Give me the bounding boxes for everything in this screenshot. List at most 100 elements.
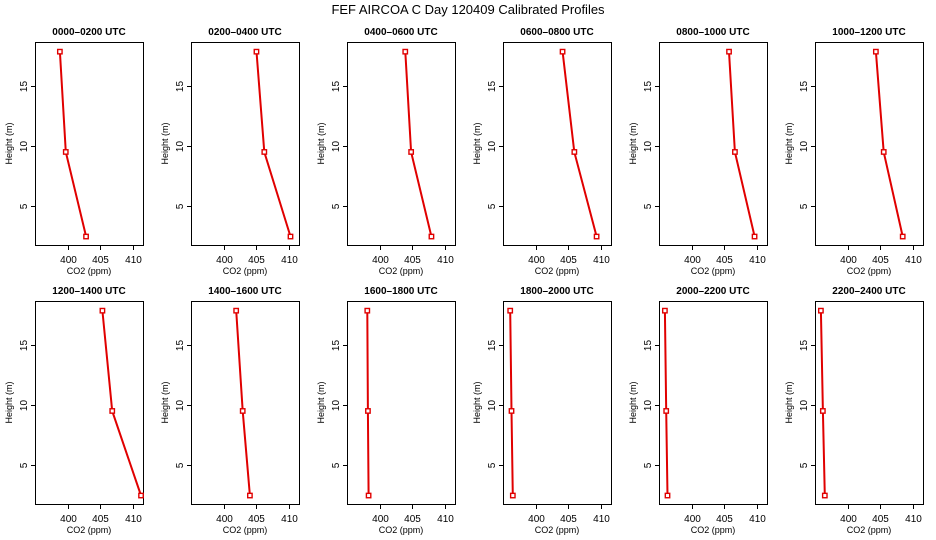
- y-axis-label: Height (m): [628, 381, 638, 423]
- co2-profile-line: [819, 310, 826, 496]
- x-tick-label: 410: [281, 514, 298, 525]
- data-point: [663, 408, 670, 414]
- co2-profile-line: [366, 310, 370, 496]
- data-point: [365, 408, 371, 414]
- y-axis-label: Height (m): [160, 122, 170, 164]
- y-tick-label: 10: [331, 400, 342, 412]
- x-axis-label: CO2 (ppm): [847, 525, 892, 535]
- profile-panel: 0200–0400 UTC 400 405 410 5 10 15 CO2 (ppm) Heig…: [160, 27, 300, 276]
- x-axis-label: CO2 (ppm): [535, 525, 580, 535]
- co2-profile-line: [404, 51, 433, 237]
- profile-panel: 1400–1600 UTC 400 405 410 5 10 15 CO2 (ppm) Heig…: [160, 286, 300, 535]
- profile-panel: 1000–1200 UTC 400 405 410 5 10 15 CO2 (ppm) Heig…: [784, 27, 924, 276]
- data-point: [261, 149, 268, 155]
- data-point: [508, 408, 515, 414]
- data-point: [402, 48, 409, 55]
- panel-title: 0000–0200 UTC: [52, 27, 125, 38]
- figure-title: FEF AIRCOA C Day 120409 Calibrated Profi…: [331, 2, 605, 17]
- panel-title: 0800–1000 UTC: [676, 27, 749, 38]
- data-point: [239, 408, 246, 414]
- y-tick-label: 15: [643, 340, 654, 352]
- x-tick-label: 405: [560, 514, 577, 525]
- panel-title: 0400–0600 UTC: [364, 27, 437, 38]
- y-tick-label: 15: [799, 81, 810, 93]
- data-point: [364, 307, 371, 314]
- co2-profile-line: [509, 310, 514, 496]
- y-tick-label: 5: [331, 203, 342, 209]
- y-tick-label: 10: [19, 400, 30, 412]
- x-axis-label: CO2 (ppm): [379, 266, 424, 276]
- data-point: [821, 492, 828, 499]
- profile-panel: 0800–1000 UTC 400 405 410 5 10 15 CO2 (ppm) Heig…: [628, 27, 768, 276]
- x-tick-label: 400: [372, 514, 389, 525]
- data-point: [287, 233, 294, 240]
- data-point: [233, 307, 240, 314]
- panel-title: 1400–1600 UTC: [208, 286, 281, 297]
- y-tick-label: 5: [175, 203, 186, 209]
- x-tick-label: 410: [593, 514, 610, 525]
- data-point: [99, 307, 106, 314]
- profile-panel: 0400–0600 UTC 400 405 410 5 10 15 CO2 (ppm) Heig…: [316, 27, 456, 276]
- x-tick-label: 410: [905, 514, 922, 525]
- profile-panel: 2000–2200 UTC 400 405 410 5 10 15 CO2 (ppm) Heig…: [628, 286, 768, 535]
- co2-profile-line: [728, 51, 756, 237]
- y-tick-label: 15: [799, 340, 810, 352]
- y-tick-label: 10: [331, 141, 342, 153]
- plot-frame: [191, 301, 300, 505]
- y-tick-label: 5: [487, 462, 498, 468]
- y-tick-label: 15: [643, 81, 654, 93]
- data-point: [559, 48, 566, 55]
- profile-panel: 1800–2000 UTC 400 405 410 5 10 15 CO2 (ppm) Heig…: [472, 286, 612, 535]
- profile-panel: 0000–0200 UTC 400 405 410 5 10 15 CO2 (ppm) Heig…: [4, 27, 144, 276]
- y-tick-label: 5: [19, 462, 30, 468]
- x-axis-label: CO2 (ppm): [691, 525, 736, 535]
- x-tick-label: 410: [593, 255, 610, 266]
- x-tick-label: 405: [404, 514, 421, 525]
- y-tick-label: 15: [487, 340, 498, 352]
- data-point: [872, 48, 879, 55]
- co2-profile-line: [874, 51, 904, 237]
- y-tick-label: 15: [487, 81, 498, 93]
- data-point: [138, 492, 144, 499]
- x-tick-label: 410: [749, 255, 766, 266]
- x-tick-label: 410: [749, 514, 766, 525]
- x-tick-label: 410: [125, 514, 142, 525]
- y-tick-label: 10: [643, 141, 654, 153]
- x-axis-label: CO2 (ppm): [535, 266, 580, 276]
- x-tick-label: 405: [248, 255, 265, 266]
- y-tick-label: 10: [799, 141, 810, 153]
- x-tick-label: 400: [528, 255, 545, 266]
- plot-frame: [815, 301, 924, 505]
- y-tick-label: 5: [643, 462, 654, 468]
- co2-profile-line: [663, 310, 669, 496]
- profile-panel: 1200–1400 UTC 400 405 410 5 10 15 CO2 (ppm) Heig…: [4, 286, 144, 535]
- y-axis-label: Height (m): [4, 381, 14, 423]
- y-axis-label: Height (m): [160, 381, 170, 423]
- co2-profile-line: [561, 51, 598, 237]
- co2-profile-line: [58, 51, 88, 237]
- data-point: [507, 307, 514, 314]
- x-tick-label: 400: [528, 514, 545, 525]
- panel-title: 1000–1200 UTC: [832, 27, 905, 38]
- data-point: [726, 48, 732, 55]
- plot-frame: [347, 42, 456, 246]
- x-tick-label: 405: [404, 255, 421, 266]
- panel-title: 0200–0400 UTC: [208, 27, 281, 38]
- plot-frame: [35, 42, 144, 246]
- x-axis-label: CO2 (ppm): [847, 266, 892, 276]
- profile-panel: 0600–0800 UTC 400 405 410 5 10 15 CO2 (ppm) Heig…: [472, 27, 612, 276]
- x-tick-label: 405: [92, 255, 109, 266]
- x-axis-label: CO2 (ppm): [67, 525, 112, 535]
- x-tick-label: 400: [684, 255, 701, 266]
- y-axis-label: Height (m): [316, 122, 326, 164]
- panel-grid: 0000–0200 UTC 400 405 410 5 10 15 CO2 (ppm) Heig…: [4, 27, 924, 535]
- x-tick-label: 410: [281, 255, 298, 266]
- x-axis-label: CO2 (ppm): [691, 266, 736, 276]
- x-axis-label: CO2 (ppm): [223, 266, 268, 276]
- plot-frame: [35, 301, 144, 505]
- x-tick-label: 405: [560, 255, 577, 266]
- x-tick-label: 400: [216, 255, 233, 266]
- y-axis-label: Height (m): [4, 122, 14, 164]
- plot-frame: [659, 42, 768, 246]
- x-tick-label: 405: [716, 255, 733, 266]
